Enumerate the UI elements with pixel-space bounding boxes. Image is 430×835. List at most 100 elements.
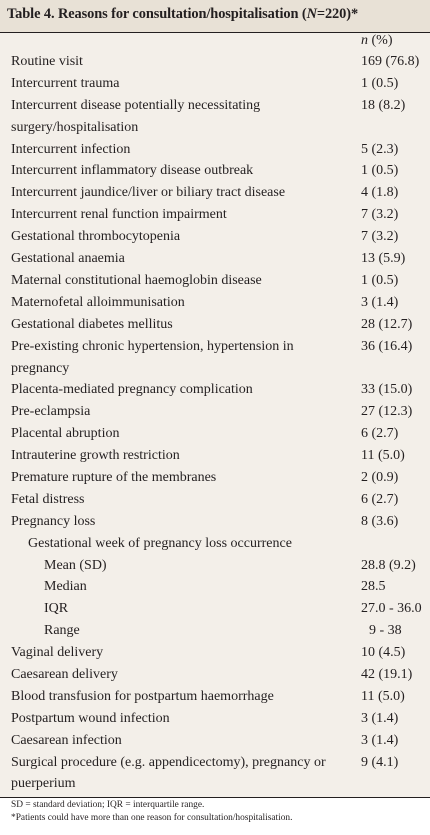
row-value: 3 (1.4) [361, 710, 399, 726]
row-value: 11 (5.0) [361, 688, 405, 704]
footnotes: SD = standard deviation; IQR = interquar… [11, 799, 292, 825]
top-rule [0, 32, 430, 33]
table-body [0, 32, 430, 798]
table-row: Pre-eclampsia 27 (12.3) [0, 401, 430, 423]
row-value: 28.5 [361, 579, 386, 595]
row-label: Intercurrent renal function impairment [11, 207, 227, 223]
row-value: 1 (0.5) [361, 272, 399, 288]
row-label: Mean (SD) [44, 557, 107, 573]
row-value: 1 (0.5) [361, 75, 399, 91]
table-row: Intercurrent renal function impairment 7 … [0, 204, 430, 226]
row-label: Pre-eclampsia [11, 404, 91, 420]
row-label: Pre-existing chronic hypertension, hyper… [11, 338, 294, 376]
table-row: Placenta-mediated pregnancy complication… [0, 379, 430, 401]
row-value: 1 (0.5) [361, 163, 399, 179]
row-label: Range [44, 623, 80, 639]
row-label: Gestational anaemia [11, 251, 125, 267]
table-row: Intrauterine growth restriction 11 (5.0) [0, 445, 430, 467]
row-label: Routine visit [11, 54, 83, 69]
table-row: Intercurrent inflammatory disease outbre… [0, 160, 430, 182]
row-label: IQR [44, 601, 69, 617]
table-row: Intercurrent disease potentially necessi… [0, 95, 430, 139]
column-header: n (%) [361, 33, 393, 49]
row-value: 13 (5.9) [361, 251, 406, 267]
row-label: Caesarean delivery [11, 666, 118, 682]
table-row: Fetal distress 6 (2.7) [0, 489, 430, 511]
row-value: 9 - 38 [369, 623, 402, 639]
row-label: Vaginal delivery [11, 645, 104, 661]
row-value: 3 (1.4) [361, 732, 399, 748]
row-label: Fetal distress [11, 491, 85, 507]
table-row: Maternal constitutional haemoglobin dise… [0, 270, 430, 292]
row-label: Caesarean infection [11, 732, 122, 748]
row-label: Surgical procedure (e.g. appendicectomy)… [11, 754, 326, 792]
row-value: 11 (5.0) [361, 448, 405, 464]
row-value: 3 (1.4) [361, 294, 399, 310]
row-value: 9 (4.1) [361, 754, 399, 770]
table-title-bar [0, 0, 430, 32]
table-row: Gestational diabetes mellitus 28 (12.7) [0, 314, 430, 336]
row-value: 169 (76.8) [361, 54, 420, 69]
row-value: 7 (3.2) [361, 207, 399, 223]
row-label: Intercurrent inflammatory disease outbre… [11, 163, 254, 179]
row-value: 10 (4.5) [361, 645, 406, 661]
table-row: Vaginal delivery 10 (4.5) [0, 642, 430, 664]
table-title: Table 4. Reasons for consultation/hospit… [7, 6, 359, 22]
table-row: Gestational anaemia 13 (5.9) [0, 248, 430, 270]
table-row: Maternofetal alloimmunisation 3 (1.4) [0, 292, 430, 314]
row-label: Gestational thrombocytopenia [11, 229, 181, 245]
table-row: Intercurrent jaundice/liver or biliary t… [0, 182, 430, 204]
table-row: Pregnancy loss 8 (3.6) [0, 511, 430, 533]
table-row: Routine visit 169 (76.8) [0, 51, 430, 73]
row-label: Median [44, 579, 87, 595]
table-rows: Routine visit 169 (76.8) Intercurrent trau… [0, 51, 430, 795]
footnote-abbreviations: SD = standard deviation; IQR = interquar… [11, 800, 205, 810]
table-row: Gestational thrombocytopenia 7 (3.2) [0, 226, 430, 248]
row-label: Intrauterine growth restriction [11, 448, 180, 464]
footnote-asterisk: *Patients could have more than one reaso… [11, 813, 293, 823]
table-row: Range 9 - 38 [0, 620, 430, 642]
row-value: 28.8 (9.2) [361, 557, 416, 573]
table-row: Intercurrent trauma 1 (0.5) [0, 73, 430, 95]
table-row: Caesarean delivery 42 (19.1) [0, 664, 430, 686]
table-row: Mean (SD) 28.8 (9.2) [0, 555, 430, 577]
row-label: Maternofetal alloimmunisation [11, 294, 185, 310]
table-row: IQR 27.0 - 36.0 [0, 598, 430, 620]
table-row: Median 28.5 [0, 576, 430, 598]
title-n-label: N [306, 6, 317, 22]
row-value: 33 (15.0) [361, 382, 413, 398]
row-value: 27.0 - 36.0 [361, 601, 422, 617]
row-label: Intercurrent trauma [11, 75, 120, 91]
column-header-suffix: (%) [368, 33, 393, 48]
table-row: Pre-existing chronic hypertension, hyper… [0, 336, 430, 380]
row-label: Postpartum wound infection [11, 710, 170, 726]
row-value: 28 (12.7) [361, 316, 413, 332]
row-value: 6 (2.7) [361, 491, 399, 507]
row-label: Premature rupture of the membranes [11, 469, 217, 485]
row-label: Intercurrent infection [11, 141, 131, 157]
row-value: 6 (2.7) [361, 426, 399, 442]
row-value: 4 (1.8) [361, 185, 399, 201]
row-label: Maternal constitutional haemoglobin dise… [11, 272, 262, 288]
table-row: Placental abruption 6 (2.7) [0, 423, 430, 445]
row-value: 42 (19.1) [361, 666, 413, 682]
row-label: Blood transfusion for postpartum haemorr… [11, 688, 274, 704]
column-header-n: n [361, 33, 368, 48]
row-label: Gestational diabetes mellitus [11, 316, 173, 332]
row-label: Gestational week of pregnancy loss occur… [28, 535, 292, 551]
table-row: Premature rupture of the membranes 2 (0.9… [0, 467, 430, 489]
row-label: Placenta-mediated pregnancy complication [11, 382, 253, 398]
row-value: 27 (12.3) [361, 404, 413, 420]
table-row: Surgical procedure (e.g. appendicectomy)… [0, 752, 430, 796]
row-label: Pregnancy loss [11, 513, 96, 529]
row-value: 36 (16.4) [361, 338, 413, 354]
row-value: 18 (8.2) [361, 97, 406, 113]
table-row: Intercurrent infection 5 (2.3) [0, 139, 430, 161]
table-row: Postpartum wound infection 3 (1.4) [0, 708, 430, 730]
table-row: Caesarean infection 3 (1.4) [0, 730, 430, 752]
row-value: 7 (3.2) [361, 229, 399, 245]
row-label: Intercurrent jaundice/liver or biliary t… [11, 185, 286, 201]
row-label: Intercurrent disease potentially necessi… [11, 97, 261, 135]
row-label: Placental abruption [11, 426, 120, 442]
